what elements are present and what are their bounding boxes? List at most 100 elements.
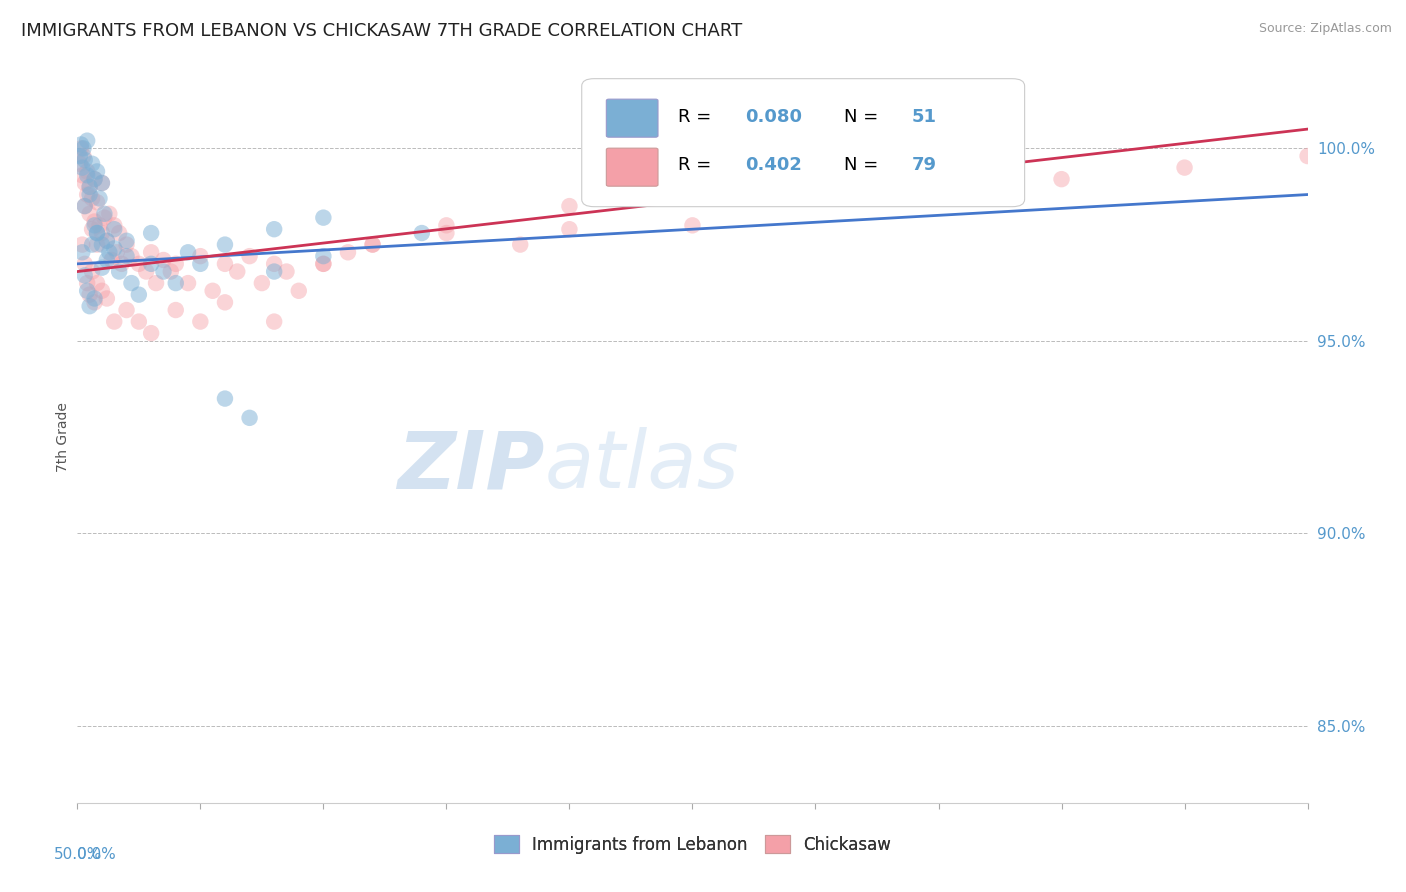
Point [145,276,167,290]
Point [804,187,827,202]
Point [86,226,108,240]
Point [86,164,108,178]
Point [558,199,581,213]
Point [86,226,108,240]
Point [93,207,115,221]
Point [115,303,138,318]
Text: atlas: atlas [546,427,740,506]
Point [1174,161,1197,175]
Point [83,172,105,186]
Text: 79: 79 [911,156,936,174]
Point [73,268,96,283]
Point [98,207,121,221]
Point [165,276,187,290]
Text: N =: N = [844,108,884,126]
Text: ZIP: ZIP [398,427,546,506]
Point [115,234,138,248]
Point [90,284,114,298]
Point [73,153,96,167]
Point [79,287,101,301]
Point [263,264,285,278]
FancyBboxPatch shape [606,148,658,186]
Point [105,245,128,260]
Point [115,249,138,263]
Text: R =: R = [678,156,717,174]
Point [96,234,118,248]
Point [312,257,335,271]
Point [135,264,157,278]
Point [361,237,384,252]
Point [73,199,96,213]
Point [86,276,108,290]
Point [70,141,93,155]
Point [141,257,163,271]
Point [82,237,104,252]
Point [263,257,285,271]
Point [69,149,91,163]
Point [79,179,101,194]
FancyBboxPatch shape [582,78,1025,207]
Point [96,252,118,267]
Point [82,264,104,278]
Point [83,214,105,228]
Point [79,179,101,194]
Point [263,315,285,329]
Point [72,149,94,163]
Point [337,245,360,260]
Point [76,164,98,178]
Point [263,222,285,236]
Legend: Immigrants from Lebanon, Chickasaw: Immigrants from Lebanon, Chickasaw [488,829,897,860]
Point [361,237,384,252]
Point [141,245,163,260]
Point [82,157,104,171]
Point [70,161,93,175]
Point [76,169,98,183]
Point [226,264,249,278]
Point [86,195,108,210]
Text: 50.0%: 50.0% [53,847,103,862]
Point [101,252,124,267]
Point [70,245,93,260]
Point [70,137,93,152]
Point [70,169,93,183]
Point [214,257,236,271]
Point [103,219,125,233]
Point [79,207,101,221]
Point [115,237,138,252]
Point [83,172,105,186]
Point [177,276,200,290]
Point [103,242,125,256]
Point [103,315,125,329]
Point [90,260,114,275]
Point [121,276,143,290]
Text: Source: ZipAtlas.com: Source: ZipAtlas.com [1258,22,1392,36]
Point [76,187,98,202]
Point [103,222,125,236]
Point [177,245,200,260]
Text: 0.0%: 0.0% [77,847,117,862]
Point [121,249,143,263]
Y-axis label: 7th Grade: 7th Grade [56,402,70,472]
Point [436,219,458,233]
Point [1050,172,1073,186]
Point [128,315,150,329]
Point [83,292,105,306]
Point [89,191,111,205]
Point [108,264,131,278]
Point [79,299,101,313]
Point [73,199,96,213]
Text: 0.402: 0.402 [745,156,803,174]
Point [1296,149,1319,163]
Point [83,219,105,233]
Point [558,222,581,236]
Text: 51: 51 [911,108,936,126]
Point [93,211,115,225]
Point [160,264,183,278]
Point [214,392,236,406]
Point [90,176,114,190]
Point [111,257,132,271]
Point [312,211,335,225]
Point [108,226,131,240]
Point [86,237,108,252]
Point [214,295,236,310]
